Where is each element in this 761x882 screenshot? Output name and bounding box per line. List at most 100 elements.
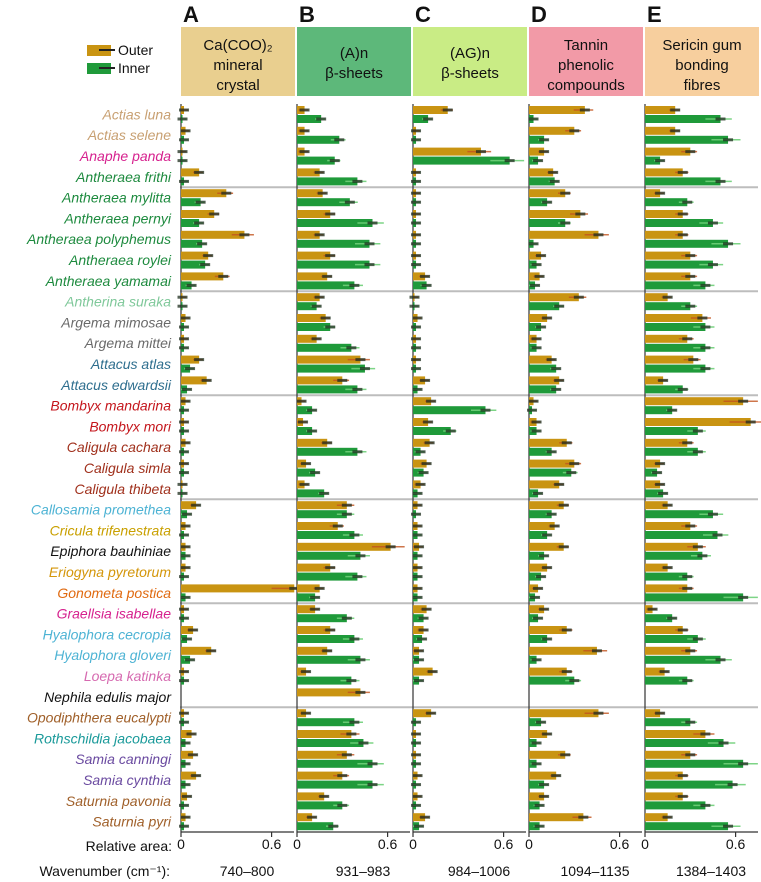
mean-marker-inner-e-16 [692,450,703,454]
bar-outer-b-13 [297,376,343,385]
panel-a: ACa(COO)₂ mineral crystal 0 0.6 740–800 [177,2,312,879]
mean-marker-outer-b-6 [314,233,325,237]
mean-marker-outer-e-24 [647,607,658,611]
mean-marker-outer-d-33 [539,794,550,798]
bar-inner-b-16 [297,447,358,456]
mean-marker-outer-c-30 [411,732,422,736]
mean-marker-outer-a-18 [177,482,188,486]
mean-marker-inner-d-6 [528,242,539,246]
mean-marker-inner-e-25 [692,637,703,641]
bar-inner-e-2 [645,156,661,165]
bar-outer-e-29 [645,709,661,718]
bar-outer-a-13 [181,376,207,385]
mean-marker-outer-e-1 [670,129,681,133]
panel-letter-e: E [647,2,662,27]
relative-area-label: Relative area: [86,838,172,854]
mean-marker-inner-a-1 [179,138,190,142]
bar-outer-d-34 [529,813,584,822]
bar-inner-e-19 [645,510,713,519]
bar-inner-d-21 [529,551,545,560]
mean-marker-inner-a-5 [194,221,205,225]
panel-header-b [297,27,411,96]
mean-marker-outer-d-9 [573,295,584,299]
bar-outer-b-9 [297,293,320,302]
mean-marker-inner-b-27 [346,679,357,683]
bar-outer-c-13 [413,376,426,385]
bar-inner-b-18 [297,489,325,498]
bar-inner-e-23 [645,593,744,602]
mean-marker-inner-b-3 [352,179,363,183]
panel-title-a-line-3: crystal [216,77,259,94]
mean-marker-inner-d-33 [534,803,545,807]
mean-marker-inner-c-22 [412,575,423,579]
mean-marker-inner-b-33 [337,803,348,807]
bar-inner-b-32 [297,780,373,789]
mean-marker-outer-c-22 [412,566,423,570]
bar-outer-a-12 [181,355,200,364]
mean-marker-inner-b-18 [319,491,330,495]
bar-outer-e-27 [645,667,665,676]
panel-title-d-line-2: phenolic [558,57,614,74]
mean-marker-outer-d-4 [560,191,571,195]
mean-marker-outer-d-25 [561,628,572,632]
mean-marker-outer-b-0 [299,108,310,112]
species-label-12: Attacus atlas [90,356,171,372]
bar-outer-b-21 [297,542,391,551]
mean-marker-inner-e-13 [677,387,688,391]
mean-marker-outer-b-22 [325,566,336,570]
mean-marker-inner-d-16 [546,450,557,454]
mean-marker-inner-b-26 [355,658,366,662]
bar-outer-e-9 [645,293,668,302]
mean-marker-outer-d-15 [531,420,542,424]
mean-marker-inner-d-23 [530,595,541,599]
bar-outer-c-15 [413,418,429,426]
mean-marker-inner-c-23 [412,595,423,599]
mean-marker-inner-d-4 [542,200,553,204]
mean-marker-outer-e-22 [662,566,673,570]
bar-outer-b-34 [297,813,313,822]
mean-marker-inner-b-15 [307,429,318,433]
bar-inner-d-22 [529,572,542,581]
bar-inner-e-11 [645,343,706,352]
bar-outer-c-0 [413,106,448,114]
mean-marker-outer-a-31 [188,753,199,757]
mean-marker-inner-d-30 [531,741,542,745]
mean-marker-inner-e-2 [655,159,666,163]
bar-outer-e-20 [645,522,691,530]
mean-marker-outer-a-32 [191,774,202,778]
mean-marker-outer-c-23 [412,586,423,590]
mean-marker-inner-e-23 [738,595,749,599]
mean-marker-inner-c-29 [411,720,422,724]
bar-inner-d-1 [529,135,545,144]
mean-marker-inner-a-3 [179,179,190,183]
mean-marker-outer-b-31 [341,753,352,757]
mean-marker-inner-d-31 [531,762,542,766]
panel-title-d-line-3: compounds [547,77,625,94]
mean-marker-outer-a-34 [180,815,191,819]
bar-inner-d-20 [529,531,548,539]
mean-marker-inner-b-25 [349,637,360,641]
bar-outer-c-14 [413,397,432,406]
mean-marker-inner-d-10 [536,325,547,329]
panel-tick-label-a-1: 0.6 [262,836,282,852]
bar-inner-a-6 [181,239,203,248]
bar-inner-b-15 [297,427,313,435]
mean-marker-inner-e-19 [707,512,718,516]
mean-marker-inner-a-25 [182,637,193,641]
mean-marker-inner-c-8 [421,283,432,287]
mean-marker-outer-b-33 [319,794,330,798]
mean-marker-outer-e-13 [658,378,669,382]
mean-marker-inner-e-21 [697,554,708,558]
panel-tick-label-a-0: 0 [177,836,185,852]
mean-marker-inner-c-21 [412,554,423,558]
mean-marker-inner-d-25 [542,637,553,641]
bar-outer-b-32 [297,771,343,780]
mean-marker-outer-a-14 [180,399,191,403]
mean-marker-inner-d-5 [560,221,571,225]
species-label-20: Cricula trifenestrata [50,522,172,538]
bar-inner-b-22 [297,572,358,581]
species-label-2: Anaphe panda [79,148,171,164]
bar-outer-b-25 [297,626,331,634]
bar-outer-c-8 [413,272,426,281]
bar-outer-e-14 [645,397,744,406]
